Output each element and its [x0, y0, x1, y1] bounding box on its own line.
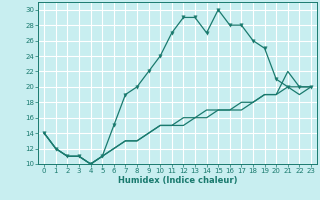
X-axis label: Humidex (Indice chaleur): Humidex (Indice chaleur) — [118, 176, 237, 185]
